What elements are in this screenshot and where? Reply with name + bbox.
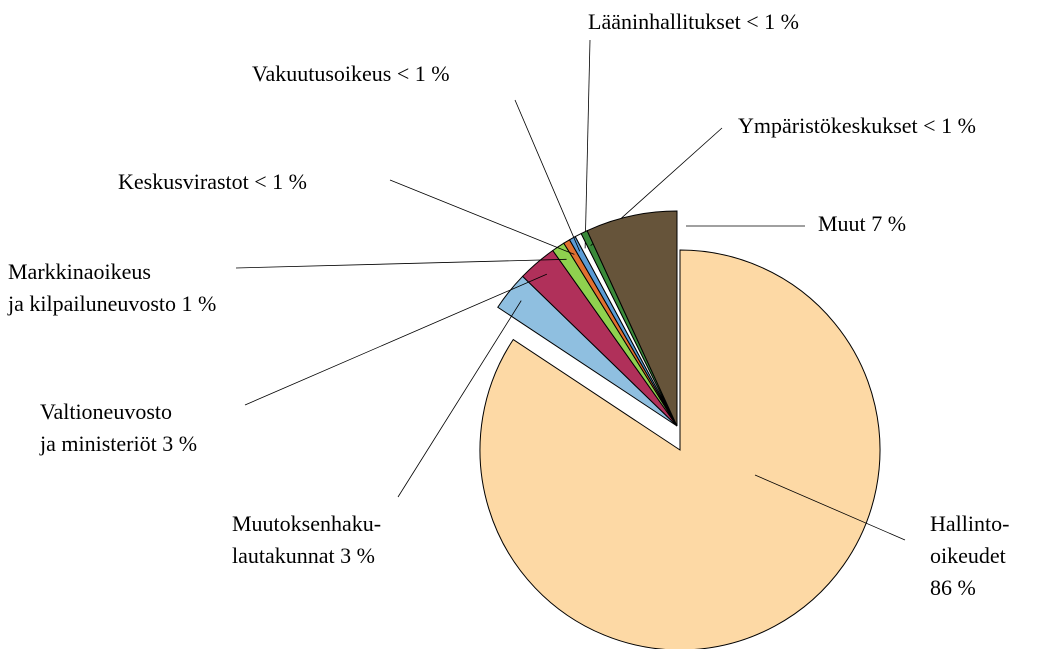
category-label: Ympäristökeskukset: [738, 113, 918, 138]
slice-label: Ympäristökeskukset < 1 %: [738, 110, 976, 142]
category-label: Lääninhallitukset: [588, 9, 741, 34]
slice-label: Muut 7 %: [818, 208, 906, 240]
leader-line: [397, 300, 522, 498]
value-label: < 1 %: [746, 9, 799, 34]
value-label: 3 %: [162, 430, 198, 456]
category-label: Muut: [818, 211, 866, 236]
slice-label: Valtioneuvosto ja ministeriöt 3 %: [40, 396, 197, 460]
value-label: < 1 %: [396, 61, 450, 86]
pie-slice: [586, 210, 678, 427]
slice-label: Lääninhallitukset < 1 %: [588, 6, 799, 38]
category-label: Markkinaoikeus ja kilpailuneuvosto: [8, 259, 177, 316]
leader-line: [514, 99, 581, 252]
value-label: 7 %: [871, 211, 907, 236]
value-label: < 1 %: [923, 113, 976, 138]
category-label: Valtioneuvosto ja ministeriöt: [40, 399, 172, 456]
category-label: Vakuutusoikeus: [252, 61, 392, 86]
category-label: Muutoksenhaku- lautakunnat: [232, 511, 382, 568]
slice-label: Hallinto- oikeudet 86 %: [930, 508, 1009, 604]
leader-line: [584, 39, 591, 249]
leader-line: [389, 179, 575, 255]
slice-label: Muutoksenhaku- lautakunnat 3 %: [232, 508, 381, 572]
category-label: Hallinto- oikeudet: [930, 511, 1010, 568]
slice-label: Keskusvirastot < 1 %: [118, 166, 307, 198]
slice-label: Markkinaoikeus ja kilpailuneuvosto 1 %: [8, 256, 216, 320]
value-label: 1 %: [181, 290, 217, 316]
pie-slice: [479, 249, 881, 649]
leader-line: [235, 258, 567, 269]
value-label: < 1 %: [254, 169, 307, 194]
value-label: 3 %: [340, 542, 375, 568]
slice-label: Vakuutusoikeus < 1 %: [252, 58, 450, 90]
category-label: Keskusvirastot: [118, 169, 249, 194]
value-label: 86 %: [930, 574, 976, 600]
leader-line: [754, 474, 906, 541]
leader-line: [244, 273, 548, 406]
